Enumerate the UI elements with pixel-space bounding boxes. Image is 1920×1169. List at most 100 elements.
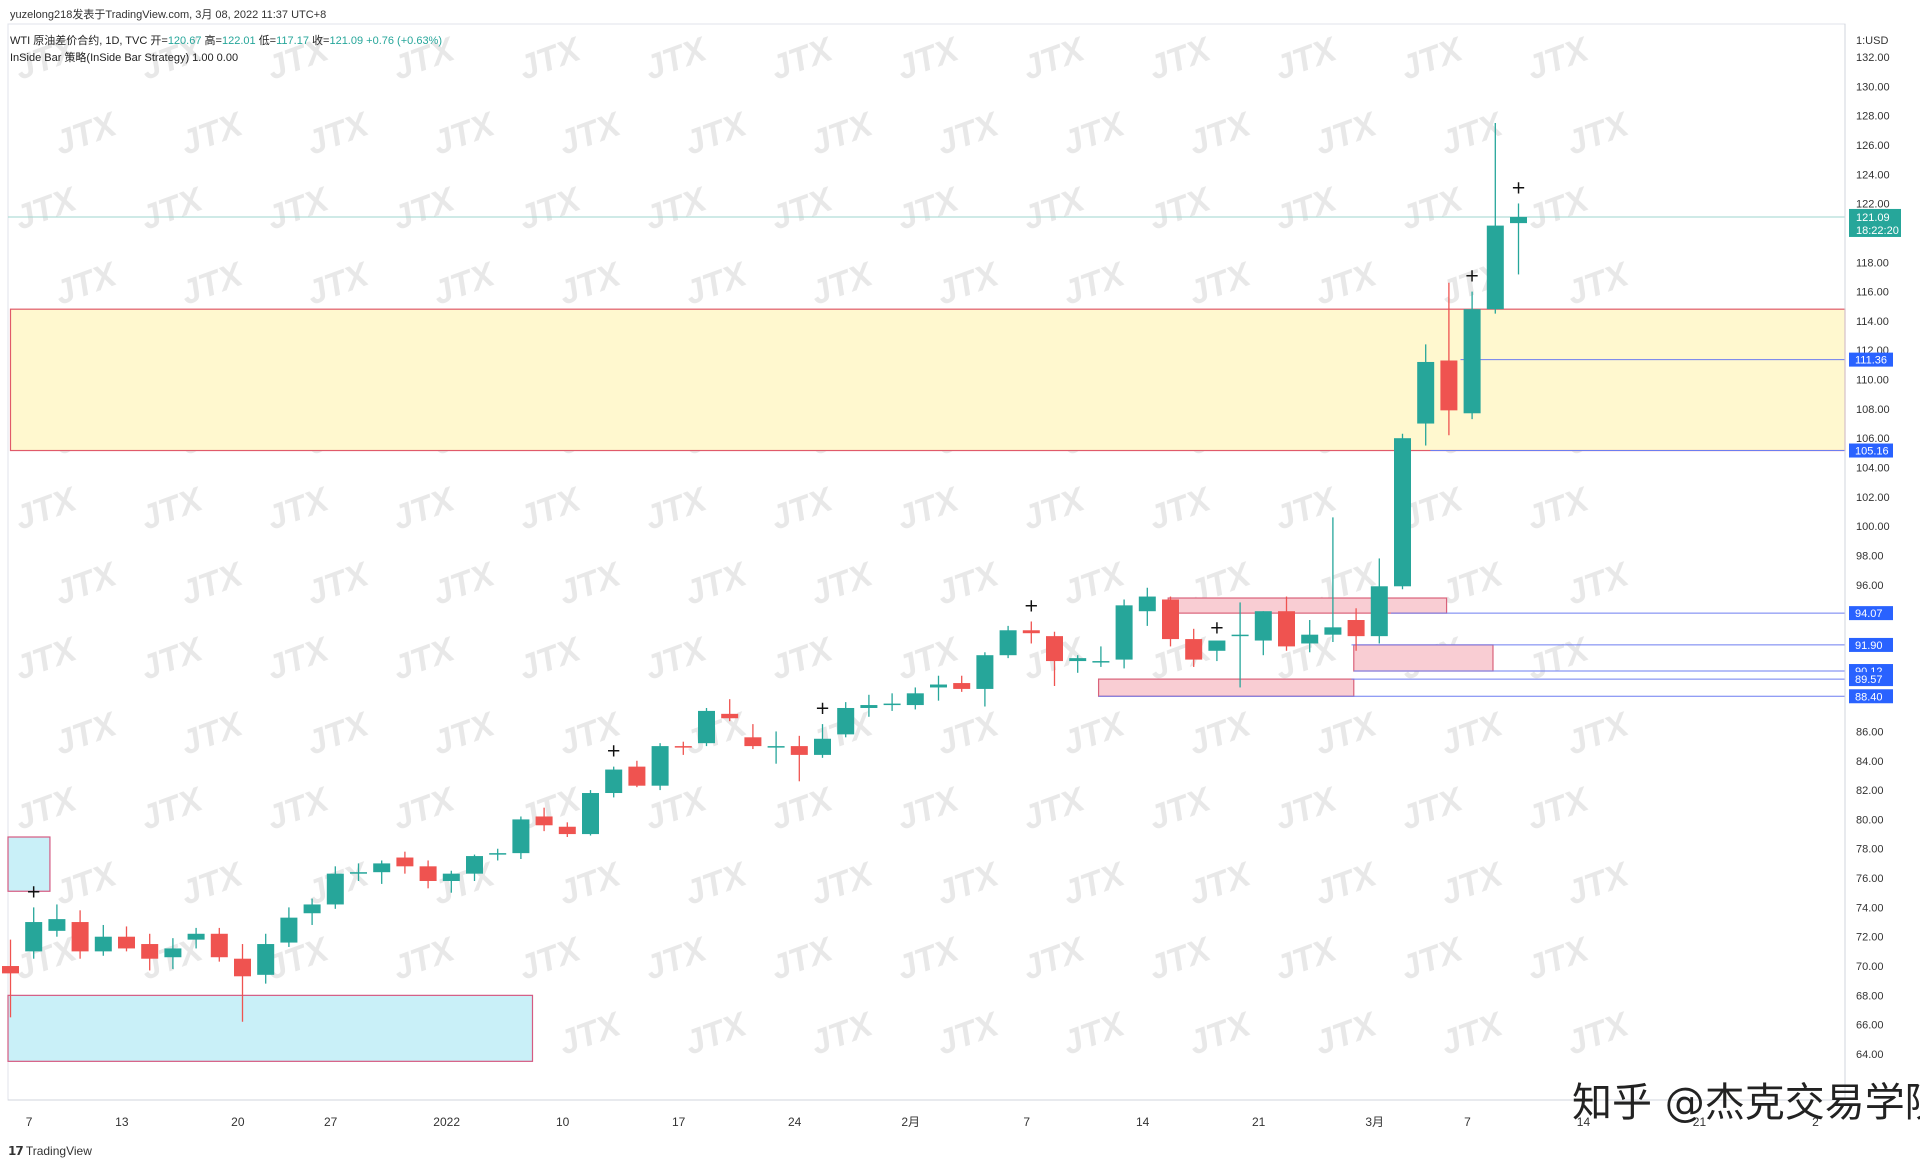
candle-body	[141, 944, 159, 959]
candle	[883, 693, 901, 711]
candle	[1069, 655, 1087, 673]
candle-body	[883, 703, 901, 706]
candle-body	[466, 856, 483, 874]
candle-body	[280, 917, 298, 943]
attribution-text: yuzelong218发表于TradingView.com, 3月 08, 20…	[10, 9, 327, 21]
candle-body	[837, 707, 855, 735]
candle-body	[698, 710, 715, 744]
candle	[442, 870, 460, 893]
current-price-label: 121.09	[1856, 212, 1890, 224]
candle	[767, 731, 785, 764]
candle-body	[930, 684, 947, 688]
signal-marker: +	[26, 881, 41, 902]
date-tick-label: 27	[324, 1115, 338, 1129]
candle	[1046, 631, 1063, 686]
candle-body	[721, 713, 739, 719]
candle-body	[906, 693, 924, 706]
candle	[1092, 646, 1110, 667]
candle	[164, 938, 182, 969]
price-tick-label: 84.00	[1856, 756, 1884, 768]
candle-body	[582, 793, 599, 835]
candle	[1417, 344, 1435, 446]
candle-body	[1394, 438, 1411, 587]
author-watermark: 知乎 @杰克交易学院	[1572, 1080, 1920, 1126]
candle	[94, 924, 112, 956]
candle-body	[860, 705, 878, 708]
candle-body	[651, 746, 669, 786]
candle	[999, 625, 1017, 659]
candle	[930, 675, 947, 701]
candle	[512, 816, 530, 859]
zone-pink-box	[1097, 678, 1355, 697]
candle	[48, 904, 66, 937]
open-value: 120.67	[167, 35, 202, 47]
price-tick-label: 66.00	[1856, 1020, 1884, 1032]
candle-body	[396, 857, 414, 867]
zone-blue-box	[7, 836, 51, 892]
candle-body	[1440, 360, 1458, 411]
candle	[976, 652, 994, 707]
candle-body	[1046, 636, 1063, 662]
candle	[1138, 587, 1156, 626]
candle	[790, 735, 808, 782]
level-badge	[1849, 672, 1893, 687]
change-value: +0.76 (+0.63%)	[366, 35, 443, 47]
tradingview-brand[interactable]: 𝟭𝟳 TradingView	[8, 1144, 92, 1158]
date-tick-label: 13	[115, 1115, 129, 1129]
candle-body	[744, 737, 762, 747]
candle	[257, 933, 275, 984]
candle-body	[953, 683, 971, 689]
candle-body	[303, 904, 321, 914]
candle-body	[1324, 627, 1342, 635]
currency-label: 1:USD	[1856, 35, 1888, 47]
price-tick-label: 70.00	[1856, 961, 1884, 973]
candle	[187, 927, 205, 949]
date-tick-label: 21	[1693, 1115, 1707, 1129]
date-tick-label: 21	[1252, 1115, 1266, 1129]
level-badge	[1849, 443, 1893, 458]
level-badge	[1849, 352, 1893, 367]
candle-body	[373, 863, 391, 873]
candle	[814, 724, 831, 758]
candle	[1370, 558, 1388, 644]
date-tick-label: 7	[1023, 1115, 1030, 1129]
price-tick-label: 130.00	[1856, 81, 1890, 93]
date-tick-label: 7	[26, 1115, 33, 1129]
candle	[651, 743, 669, 791]
level-label: 91.90	[1855, 640, 1883, 652]
candle-body	[605, 769, 623, 794]
signal-marker: +	[815, 698, 830, 719]
price-tick-label: 114.00	[1856, 316, 1889, 328]
candle	[466, 854, 483, 881]
candle	[350, 863, 367, 881]
price-tick-label: 106.00	[1856, 433, 1890, 445]
price-tick-label: 124.00	[1856, 169, 1890, 181]
candle-body	[1417, 361, 1435, 424]
plot-area	[7, 23, 1846, 1101]
candle	[489, 848, 507, 861]
price-tick-label: 78.00	[1856, 844, 1884, 856]
signal-marker: +	[1465, 266, 1480, 287]
candle	[674, 741, 692, 755]
price-tick-label: 128.00	[1856, 111, 1890, 123]
candle-body	[535, 816, 553, 826]
candle	[141, 933, 159, 971]
candle-body	[1463, 309, 1481, 414]
candle-body	[1347, 620, 1365, 637]
price-tick-label: 72.00	[1856, 932, 1884, 944]
candle	[1486, 122, 1504, 314]
candle	[373, 860, 391, 884]
candle-body	[558, 826, 576, 835]
candle-body	[628, 766, 646, 786]
level-label: 105.16	[1855, 446, 1889, 458]
price-tick-label: 118.00	[1856, 257, 1889, 269]
candle	[1115, 599, 1133, 669]
candle-body	[1301, 634, 1319, 644]
candle	[1185, 628, 1203, 667]
candle	[71, 910, 89, 959]
candle-body	[1278, 611, 1295, 647]
candle-body	[48, 919, 66, 931]
date-tick-label: 20	[231, 1115, 245, 1129]
